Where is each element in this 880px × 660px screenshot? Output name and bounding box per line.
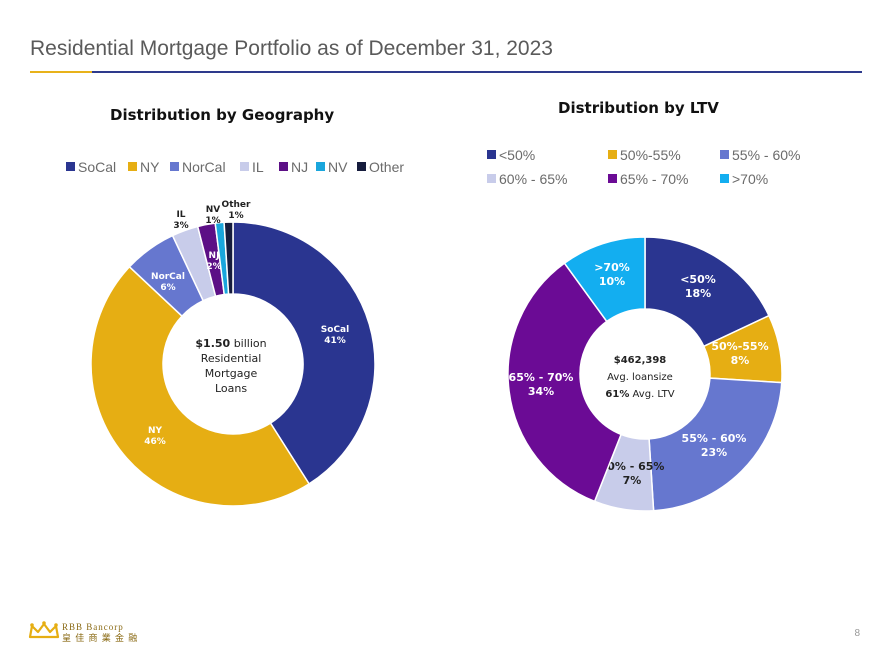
geo-center-line4: Loans (214, 382, 248, 395)
ltv-label-55-60: 55% - 60% (682, 432, 747, 445)
ltv-legend-label-65-70: 65% - 70% (620, 171, 689, 187)
ltv-label-65-70: 65% - 70% (509, 371, 574, 384)
geo-value-nv: 1% (205, 216, 220, 226)
ltv-legend-item-60-65: 60% - 65% (487, 171, 567, 187)
ltv-label-50-55: 50%-55% (711, 340, 768, 353)
crown-logo-icon (28, 621, 60, 639)
ltv-label-50: <50% (680, 273, 716, 286)
geo-label-nj: NJ (209, 251, 220, 261)
ltv-value-60-65: 7% (623, 474, 642, 487)
geo-label-nv: NV (206, 205, 221, 215)
geo-center-label: $1.50 billion Residential Mortgage Loans (176, 336, 286, 396)
ltv-label-60-65: 60% - 65% (600, 460, 665, 473)
geo-label-norcal: NorCal (151, 272, 185, 282)
geo-legend-label-nj: NJ (291, 159, 309, 175)
geo-legend-swatch-nv (316, 162, 325, 171)
geo-label-other: Other (222, 200, 251, 210)
geo-label-il: IL (176, 210, 185, 220)
ltv-center-label: $462,398 Avg. loansize 61% Avg. LTV (590, 352, 690, 403)
page-title: Residential Mortgage Portfolio as of Dec… (30, 37, 553, 60)
geo-slice-il (171, 225, 217, 302)
page-number: 8 (854, 628, 860, 639)
ltv-legend-swatch-60-65 (487, 174, 496, 183)
ltv-legend-swatch-50 (487, 150, 496, 159)
ltv-legend-item-65-70: 65% - 70% (608, 171, 688, 187)
ltv-legend-item-55-60: 55% - 60% (720, 147, 800, 163)
ltv-legend-item-70: >70% (720, 171, 768, 187)
ltv-legend-swatch-50-55 (608, 150, 617, 159)
geo-legend-label-ny: NY (140, 159, 160, 175)
geo-value-socal: 41% (324, 336, 346, 346)
geo-legend-item-socal: SoCal (66, 159, 116, 175)
company-name-chinese: 皇 佳 商 業 金 融 (62, 633, 139, 643)
geo-slice-nv (214, 221, 230, 296)
ltv-value-50: 18% (685, 287, 711, 300)
company-logo-text: RBB Bancorp 皇 佳 商 業 金 融 (62, 622, 138, 644)
geo-legend: SoCal NY NorCal IL NJ NV Other (66, 159, 426, 179)
geo-legend-swatch-socal (66, 162, 75, 171)
ltv-legend-label-55-60: 55% - 60% (732, 147, 801, 163)
ltv-value-50-55: 8% (731, 354, 750, 367)
geo-legend-item-nv: NV (316, 159, 347, 175)
geo-legend-item-nj: NJ (279, 159, 308, 175)
geo-legend-swatch-il (240, 162, 249, 171)
geo-legend-label-il: IL (252, 159, 264, 175)
geo-slice-other (223, 221, 234, 295)
ltv-value-70: 10% (599, 275, 625, 288)
geo-slice-norcal (128, 234, 205, 318)
ltv-value-55-60: 23% (701, 446, 727, 459)
geo-value-nj: 2% (206, 262, 221, 272)
geo-center-line2: Residential (200, 352, 262, 365)
geo-center-line3: Mortgage (204, 367, 258, 380)
geo-legend-label-nv: NV (328, 159, 348, 175)
avg-loan-size-value: $462,398 (613, 355, 667, 366)
ltv-legend-label-50: <50% (499, 147, 536, 163)
ltv-legend-label-70: >70% (732, 171, 769, 187)
avg-ltv-label: Avg. LTV (632, 389, 675, 400)
ltv-value-65-70: 34% (528, 385, 554, 398)
ltv-legend-swatch-55-60 (720, 150, 729, 159)
geo-total-unit: billion (233, 337, 267, 350)
geo-legend-swatch-norcal (170, 162, 179, 171)
geo-value-il: 3% (173, 221, 188, 231)
ltv-slice-50-55 (702, 314, 783, 384)
ltv-legend-swatch-65-70 (608, 174, 617, 183)
geo-legend-swatch-ny (128, 162, 137, 171)
ltv-slice-70 (563, 236, 646, 323)
avg-loan-size-label: Avg. loansize (607, 372, 673, 383)
title-underline-gold (30, 71, 92, 73)
ltv-legend-item-50: <50% (487, 147, 535, 163)
geo-value-norcal: 6% (160, 283, 175, 293)
ltv-legend: <50% 50%-55% 55% - 60% 60% - 65% 65% - 70% >7… (487, 147, 847, 191)
ltv-legend-item-50-55: 50%-55% (608, 147, 681, 163)
geo-value-ny: 46% (144, 437, 166, 447)
title-underline-navy (92, 71, 862, 73)
geo-legend-item-other: Other (357, 159, 404, 175)
geo-legend-item-il: IL (240, 159, 264, 175)
avg-ltv-value: 61% (605, 389, 630, 400)
geo-legend-item-norcal: NorCal (170, 159, 226, 175)
geo-legend-swatch-other (357, 162, 366, 171)
geo-total-amount: $1.50 (195, 337, 231, 350)
ltv-slice-50 (644, 236, 770, 348)
ltv-slice-60-65 (593, 433, 655, 512)
geo-legend-item-ny: NY (128, 159, 159, 175)
ltv-chart-title: Distribution by LTV (558, 99, 719, 117)
ltv-label-70: >70% (594, 261, 630, 274)
geo-legend-label-norcal: NorCal (182, 159, 226, 175)
geo-chart-title: Distribution by Geography (110, 106, 335, 124)
geo-label-socal: SoCal (321, 325, 349, 335)
geo-legend-label-socal: SoCal (78, 159, 117, 175)
ltv-legend-label-50-55: 50%-55% (620, 147, 681, 163)
geo-legend-label-other: Other (369, 159, 405, 175)
ltv-legend-swatch-70 (720, 174, 729, 183)
geo-slice-nj (196, 222, 226, 298)
geo-label-ny: NY (148, 426, 163, 436)
company-name: RBB Bancorp (62, 622, 124, 632)
geo-legend-swatch-nj (279, 162, 288, 171)
geo-value-other: 1% (228, 211, 243, 221)
ltv-legend-label-60-65: 60% - 65% (499, 171, 568, 187)
